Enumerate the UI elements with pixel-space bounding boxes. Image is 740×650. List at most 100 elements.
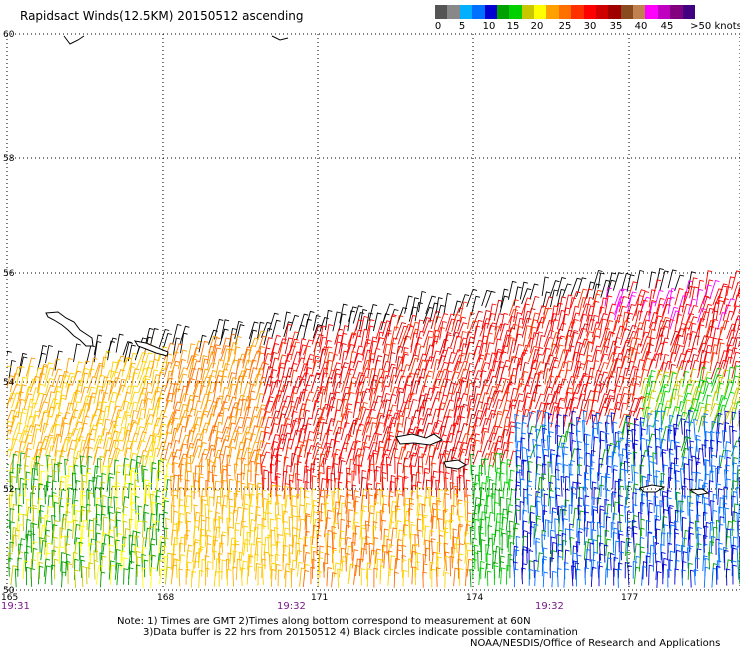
wind-barb [317,519,324,540]
wind-barb [576,554,582,571]
wind-barb [431,538,436,556]
wind-barb [390,510,397,529]
wind-barb [704,439,709,458]
wind-barb [268,381,277,403]
wind-barb [619,402,628,419]
wind-barb [345,368,355,387]
island-aleutian-1 [395,433,443,446]
wind-barb [591,449,596,467]
wind-barb [488,390,499,410]
wind-barb [450,504,456,523]
wind-barb [35,455,41,476]
wind-barb [113,526,119,545]
wind-barb [584,464,591,482]
wind-barb [85,428,97,449]
wind-barb [508,387,518,409]
wind-barb [100,542,107,561]
wind-barb [208,425,218,442]
wind-barb [267,493,273,515]
wind-barb [71,370,82,386]
wind-barb [508,315,516,332]
wind-barb [410,368,421,387]
wind-barb [589,467,595,489]
wind-barb [213,488,219,507]
wind-barb [318,472,325,490]
wind-barb [95,389,105,411]
wind-barb [725,535,732,553]
wind-barb [620,320,630,338]
wind-barb [719,449,728,468]
wind-barb [313,421,323,442]
wind-barb [109,544,114,561]
wind-barb [599,318,607,339]
wind-barb [732,564,738,585]
legend-swatch [534,5,547,19]
wind-barb [326,478,333,499]
wind-barb [241,437,251,459]
wind-barb [338,471,344,490]
wind-barb [72,421,83,437]
wind-barb [529,391,538,410]
wind-barb [135,426,145,442]
wind-barb [633,566,641,585]
wind-barb [597,421,603,443]
wind-barb [311,372,322,388]
wind-barb [163,332,172,349]
wind-barb [414,302,423,322]
wind-barb [502,329,512,348]
legend-label: 25 [558,21,572,32]
wind-barb [542,510,548,532]
wind-barb [200,519,206,538]
wind-barb [514,549,520,571]
wind-barb [638,551,645,572]
wind-barb [170,489,178,508]
wind-barb [498,345,508,361]
wind-barb [669,388,678,409]
wind-barb [694,318,705,339]
wind-barb [491,493,496,514]
wind-barb [100,532,107,548]
wind-barb [568,329,579,347]
wind-barb [702,351,712,370]
wind-barb [465,425,474,444]
wind-barb [44,520,51,540]
wind-barb [386,363,396,379]
wind-barb [600,297,608,314]
wind-barb [165,517,170,538]
wind-barb [512,545,519,563]
wind-barb [522,376,534,393]
wind-barb [86,376,97,394]
wind-barb [578,297,588,317]
wind-barb [372,525,378,546]
wind-barb [386,463,392,482]
wind-barb [530,312,540,331]
wind-barb [359,548,367,569]
wind-barb [52,390,61,411]
wind-barb [726,323,737,340]
wind-barb [662,509,669,529]
wind-barb [131,530,138,547]
wind-barb [289,314,300,331]
wind-barb [411,409,421,426]
wind-barb [725,464,730,481]
wind-barb [361,421,372,442]
wind-barb [144,484,151,506]
wind-barb [635,488,641,507]
wind-barb [655,518,660,539]
wind-barb [493,426,503,441]
wind-barb [397,307,408,324]
wind-barb [570,486,576,507]
wind-barb [395,475,403,492]
wind-barb [660,410,666,433]
wind-barb [303,438,313,458]
wind-barb [515,535,521,557]
wind-barb [445,318,456,338]
wind-barb [508,356,517,377]
wind-barb [185,568,191,585]
wind-barb [724,410,730,433]
wind-barb [38,365,49,387]
wind-barb [103,431,112,449]
wind-barb [158,459,163,481]
wind-barb [86,503,91,521]
wind-barb [324,489,329,508]
